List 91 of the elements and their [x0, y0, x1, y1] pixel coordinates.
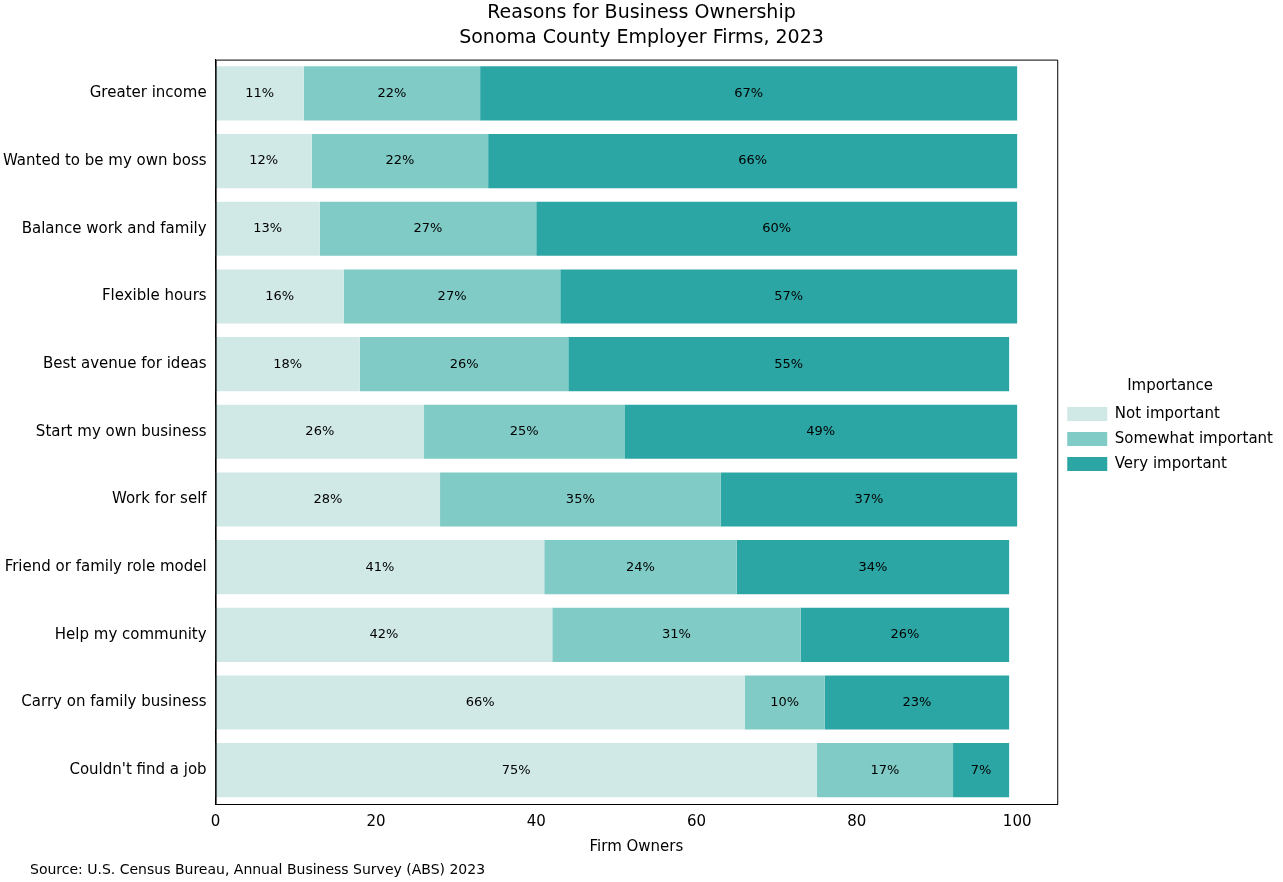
bar [424, 404, 625, 459]
bar [536, 201, 1018, 256]
data-label: 22% [385, 152, 415, 168]
data-label: 23% [902, 693, 932, 709]
data-label: 25% [509, 423, 539, 439]
legend-title: Importance [1127, 375, 1214, 394]
bar [215, 404, 425, 459]
data-label: 57% [774, 287, 804, 303]
bar [544, 540, 737, 595]
bar [440, 472, 721, 527]
bar [744, 675, 825, 730]
bar [552, 607, 801, 662]
data-label: 7% [970, 761, 992, 777]
bar [568, 337, 1010, 392]
x-tick-label: 80 [847, 811, 867, 830]
y-tick-label: Couldn't find a job [69, 760, 207, 779]
data-label: 37% [854, 490, 884, 506]
y-tick-label: Best avenue for ideas [43, 354, 207, 373]
y-tick-label: Help my community [54, 624, 207, 643]
bar [816, 743, 954, 798]
data-label: 66% [738, 152, 768, 168]
bar [359, 337, 569, 392]
data-label: 22% [377, 84, 407, 100]
data-label: 34% [858, 558, 888, 574]
y-tick-label: Start my own business [35, 421, 207, 440]
y-tick-label: Wanted to be my own boss [3, 151, 207, 169]
data-label: 66% [465, 693, 495, 709]
bar [488, 134, 1018, 189]
x-axis-title: Firm Owners [589, 836, 684, 855]
bar [624, 404, 1018, 459]
bar [720, 472, 1018, 527]
data-label: 49% [806, 423, 836, 439]
legend-label: Very important [1114, 453, 1228, 472]
data-label: 27% [437, 287, 467, 303]
data-label: 16% [265, 287, 295, 303]
bar [560, 269, 1018, 324]
bar [215, 472, 441, 527]
y-tick-label: Flexible hours [101, 286, 207, 305]
bar [736, 540, 1010, 595]
data-label: 60% [762, 220, 792, 236]
data-label: 75% [501, 761, 531, 777]
source-note: Source: U.S. Census Bureau, Annual Business Survey (ABS) 2023 [30, 861, 486, 877]
bar [215, 743, 817, 798]
bar [215, 134, 312, 189]
bar [480, 66, 1018, 121]
y-tick-label: Carry on family business [21, 692, 207, 711]
bar [215, 540, 545, 595]
data-label: 27% [413, 220, 443, 236]
bar [319, 201, 537, 256]
data-label: 11% [245, 84, 275, 100]
bar [800, 607, 1010, 662]
bar [215, 201, 320, 256]
bar [303, 66, 481, 121]
data-label: 31% [662, 626, 691, 642]
data-label: 55% [774, 355, 804, 371]
legend-label: Not important [1114, 403, 1221, 422]
y-tick-label: Friend or family role model [4, 557, 207, 576]
data-label: 17% [870, 761, 900, 777]
data-label: 12% [249, 152, 279, 168]
bar [215, 607, 553, 662]
bar [215, 269, 344, 324]
bar [343, 269, 561, 324]
bar [215, 675, 745, 730]
x-tick-label: 0 [210, 811, 221, 830]
y-tick-label: Greater income [89, 83, 207, 102]
legend-label: Somewhat important [1114, 428, 1274, 447]
data-label: 13% [253, 220, 283, 236]
bar [215, 337, 360, 392]
chart-title: Reasons for Business Ownership [487, 0, 796, 23]
data-label: 28% [313, 490, 343, 506]
x-tick-label: 60 [687, 811, 707, 830]
x-tick-label: 100 [1002, 811, 1032, 830]
bar [953, 743, 1010, 798]
data-label: 26% [890, 626, 920, 642]
bar [824, 675, 1010, 730]
chart-subtitle: Sonoma County Employer Firms, 2023 [459, 25, 824, 48]
bar [311, 134, 489, 189]
y-tick-label: Balance work and family [21, 218, 207, 237]
data-label: 35% [565, 490, 595, 506]
data-label: 10% [770, 693, 800, 709]
x-tick-label: 40 [526, 811, 546, 830]
data-label: 41% [365, 558, 395, 574]
data-label: 18% [273, 355, 303, 371]
data-label: 24% [625, 558, 655, 574]
data-label: 26% [449, 355, 479, 371]
data-label: 67% [734, 84, 764, 100]
data-label: 42% [369, 626, 399, 642]
x-tick-label: 20 [366, 811, 386, 830]
data-label: 26% [305, 423, 335, 439]
bar [215, 66, 304, 121]
y-tick-label: Work for self [111, 489, 208, 508]
